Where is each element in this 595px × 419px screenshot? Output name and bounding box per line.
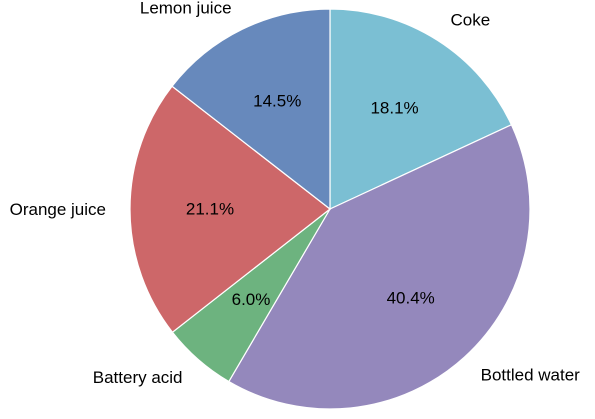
pie-slice-bottled-water (228, 123, 531, 410)
category-label-coke: Coke (451, 11, 491, 30)
pie-slice-coke (329, 8, 513, 210)
percent-label-battery-acid: 6.0% (232, 290, 271, 309)
percent-label-coke: 18.1% (370, 98, 418, 117)
category-labels: Coke Bottled water Battery acid Orange juic… (10, 0, 581, 387)
percentage-labels: 18.1% 40.4% 6.0% 21.1% 14.5% (186, 92, 435, 309)
category-label-lemon-juice: Lemon juice (140, 0, 232, 17)
category-label-orange-juice: Orange juice (10, 200, 106, 219)
pie-slice-lemon-juice (171, 8, 331, 211)
category-label-battery-acid: Battery acid (93, 368, 183, 387)
pie-slices (129, 8, 531, 410)
category-label-bottled-water: Bottled water (481, 365, 581, 384)
percent-label-orange-juice: 21.1% (186, 200, 234, 219)
percent-label-lemon-juice: 14.5% (253, 92, 301, 111)
pie-slice-orange-juice (129, 85, 331, 334)
percent-label-bottled-water: 40.4% (387, 288, 435, 307)
